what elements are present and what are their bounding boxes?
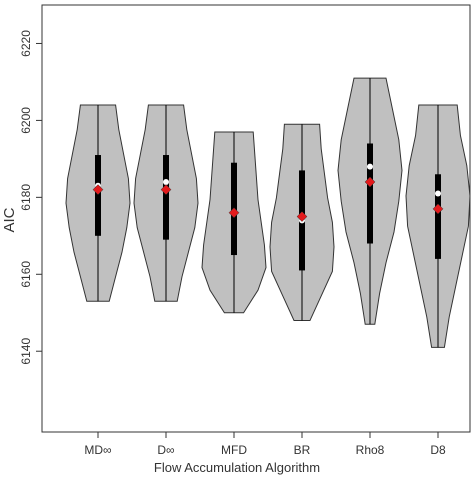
mean xyxy=(296,211,308,222)
y-tick-label: 6140 xyxy=(19,338,33,365)
x-tick-label: BR xyxy=(294,443,311,457)
median xyxy=(435,190,441,197)
x-tick-label: MFD xyxy=(221,443,247,457)
box xyxy=(367,143,373,244)
y-axis-title: AIC xyxy=(1,207,18,232)
box xyxy=(95,155,101,236)
x-tick-label: Rho8 xyxy=(356,443,385,457)
median xyxy=(367,163,373,170)
box xyxy=(163,155,169,240)
mean xyxy=(364,176,376,188)
box xyxy=(435,174,441,259)
x-tick-label: D8 xyxy=(430,443,446,457)
mean xyxy=(228,207,240,219)
x-tick-label: MD∞ xyxy=(84,443,111,457)
y-tick-label: 6180 xyxy=(19,184,33,211)
mean xyxy=(432,203,444,215)
median xyxy=(163,178,169,185)
plot-frame xyxy=(41,4,471,433)
x-axis-title: Flow Accumulation Algorithm xyxy=(154,460,320,475)
x-tick-label: D∞ xyxy=(157,443,174,457)
mean xyxy=(160,184,172,196)
mean xyxy=(92,184,104,196)
y-tick-label: 6220 xyxy=(19,30,33,57)
y-tick-label: 6200 xyxy=(19,107,33,134)
y-tick-label: 6160 xyxy=(19,261,33,288)
